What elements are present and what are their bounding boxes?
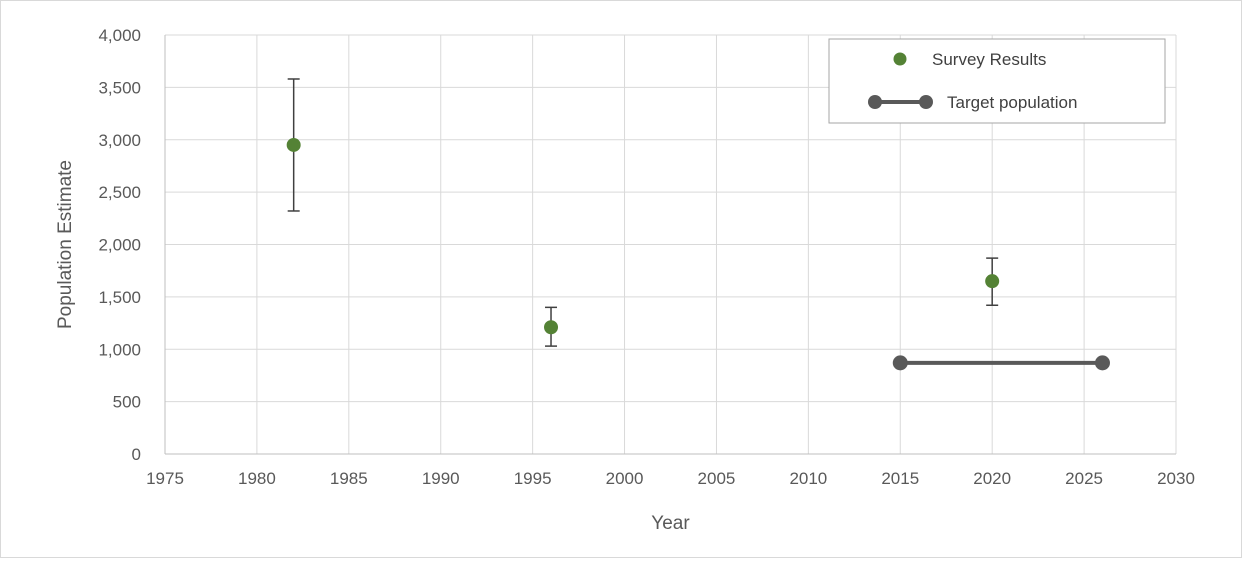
x-tick-label: 1995 — [514, 469, 552, 488]
legend-label-survey-results: Survey Results — [932, 50, 1046, 69]
y-tick-label: 2,500 — [98, 183, 141, 202]
x-tick-label: 1975 — [146, 469, 184, 488]
x-tick-label: 2030 — [1157, 469, 1195, 488]
x-tick-label: 2025 — [1065, 469, 1103, 488]
x-tick-label: 2020 — [973, 469, 1011, 488]
y-tick-label: 3,500 — [98, 78, 141, 97]
y-tick-label: 1,000 — [98, 340, 141, 359]
target-population-marker — [892, 355, 908, 371]
x-tick-label: 1980 — [238, 469, 276, 488]
y-axis-title: Population Estimate — [55, 160, 76, 329]
legend-item-survey-results: Survey Results — [893, 50, 1046, 69]
legend: Survey Results Target population — [828, 38, 1166, 124]
legend-label-target-population: Target population — [947, 93, 1077, 112]
survey-point — [985, 274, 1000, 289]
y-tick-label: 4,000 — [98, 26, 141, 45]
x-tick-label: 2000 — [606, 469, 644, 488]
x-tick-label: 1990 — [422, 469, 460, 488]
legend-box — [828, 38, 1166, 124]
survey-point — [286, 137, 301, 152]
survey-point — [544, 320, 559, 335]
x-tick-label: 1985 — [330, 469, 368, 488]
y-tick-label: 3,000 — [98, 131, 141, 150]
y-tick-label: 1,500 — [98, 288, 141, 307]
gridlines — [165, 34, 1177, 454]
axes — [164, 35, 1176, 455]
x-tick-label: 2005 — [698, 469, 736, 488]
x-tick-labels: 1975 1980 1985 1990 1995 2000 2005 2010 2015 2020… — [146, 469, 1195, 488]
target-population-marker — [1094, 355, 1110, 371]
legend-swatch-target-population-marker — [868, 95, 882, 109]
y-tick-label: 2,000 — [98, 236, 141, 255]
y-tick-label: 0 — [132, 445, 141, 464]
y-tick-label: 500 — [113, 393, 141, 412]
legend-swatch-survey-results — [893, 52, 907, 66]
legend-swatch-target-population-marker — [919, 95, 933, 109]
plot-series — [286, 78, 1110, 371]
x-tick-label: 2015 — [881, 469, 919, 488]
x-axis-title: Year — [651, 513, 690, 534]
legend-item-target-population: Target population — [868, 93, 1077, 112]
x-tick-label: 2010 — [789, 469, 827, 488]
y-tick-labels: 0 500 1,000 1,500 2,000 2,500 3,000 3,500 4,000 — [98, 26, 141, 464]
